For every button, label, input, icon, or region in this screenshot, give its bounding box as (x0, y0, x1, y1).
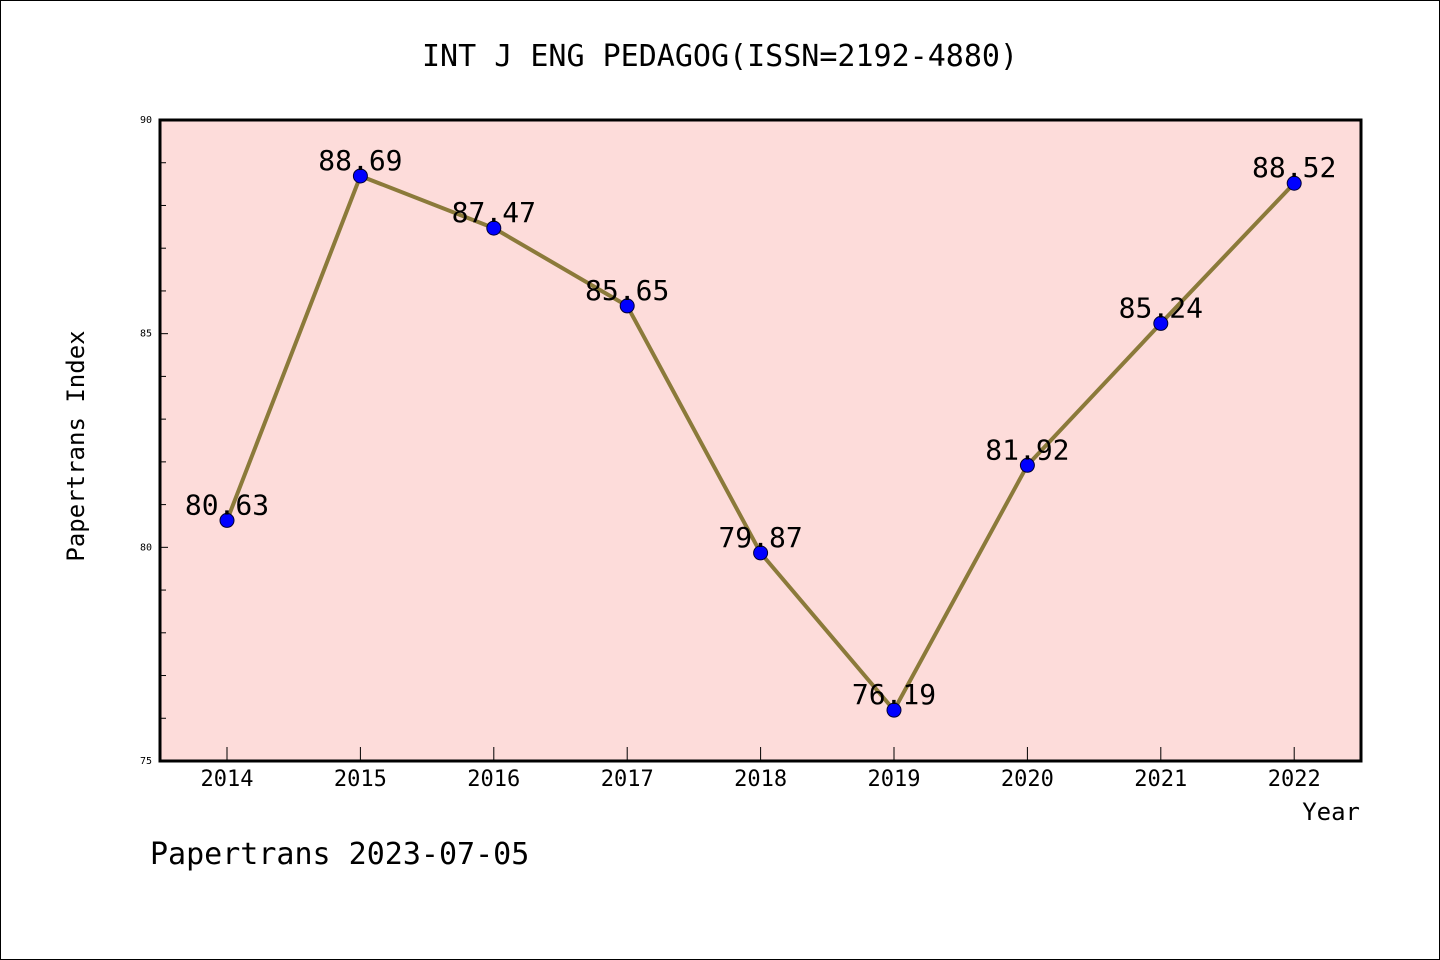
x-tick-label: 2019 (868, 767, 921, 792)
x-tick-label: 2016 (467, 767, 520, 792)
data-labels-group: 80.63 88.69 87.47 85.65 79.87 76.19 81.92 85.24… (185, 144, 1336, 711)
data-point-marker (1153, 315, 1169, 331)
data-point-marker (1019, 457, 1035, 473)
data-label: 88.52 (1252, 151, 1336, 184)
chart-title: INT J ENG PEDAGOG(ISSN=2192-4880) (422, 39, 1018, 74)
data-point-marker (753, 545, 769, 561)
data-point-marker (1286, 175, 1302, 191)
data-point-marker (619, 298, 635, 314)
data-label: 87.47 (452, 196, 536, 229)
x-tick-label: 2017 (601, 767, 654, 792)
data-point-marker (219, 512, 235, 528)
x-tick-label: 2014 (201, 767, 254, 792)
plot-area (158, 118, 1363, 763)
y-axis-label: Papertrans Index (62, 330, 90, 561)
data-label: 81.92 (985, 433, 1069, 466)
data-point-marker (886, 702, 902, 718)
data-label: 88.69 (318, 144, 402, 177)
x-axis-label: Year (1302, 798, 1360, 826)
data-label: 76.19 (852, 678, 936, 711)
data-label: 80.63 (185, 488, 269, 521)
data-point-marker (352, 168, 368, 184)
x-tick-label: 2018 (734, 767, 787, 792)
data-label: 85.24 (1119, 291, 1203, 324)
data-label: 85.65 (585, 274, 669, 307)
y-tick-label: 75 (140, 756, 152, 767)
x-tick-label: 2022 (1268, 767, 1321, 792)
x-tick-label: 2021 (1134, 767, 1187, 792)
y-tick-label: 90 (140, 115, 152, 126)
x-tick-label: 2020 (1001, 767, 1054, 792)
y-tick-label: 85 (140, 329, 152, 340)
axis-ticks: 75 80 85 90 2014 2015 2016 2017 2018 2019 2020 2021… (140, 115, 1321, 792)
data-point-marker (486, 220, 502, 236)
x-tick-label: 2015 (334, 767, 387, 792)
y-tick-label: 80 (140, 542, 152, 553)
footer-text: Papertrans 2023-07-05 (150, 837, 529, 872)
markers-group (219, 168, 1302, 718)
data-label: 79.87 (718, 521, 802, 554)
